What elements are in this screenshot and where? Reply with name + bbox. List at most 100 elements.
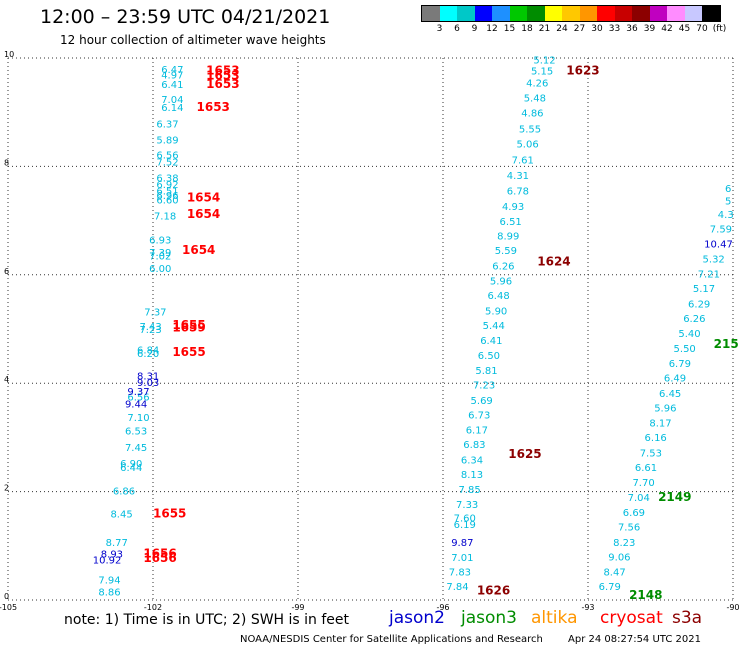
wave-height-value: 4.3 <box>718 210 734 221</box>
legend-item-jason2: jason2 <box>389 608 445 628</box>
wave-height-value: 7.37 <box>144 307 166 318</box>
scale-swatch <box>457 6 475 21</box>
wave-height-value: 6.26 <box>492 261 514 272</box>
map-subtitle: 12 hour collection of altimeter wave hei… <box>60 33 326 47</box>
wave-height-value: 6.61 <box>635 463 657 474</box>
wave-height-value: 6.83 <box>463 440 485 451</box>
wave-height-value: 6.17 <box>466 426 488 437</box>
wave-height-value: 7.43 <box>139 322 161 333</box>
wave-height-value: 5.12 <box>533 55 555 66</box>
legend-item-s3a: s3a <box>672 608 703 628</box>
scale-swatch <box>702 6 720 21</box>
scale-label: 18 <box>521 24 533 34</box>
wave-height-value: 6.38 <box>156 174 178 185</box>
y-tick-label: 4 <box>4 375 9 384</box>
wave-height-value: 6.41 <box>161 80 183 91</box>
scale-swatch <box>439 6 457 21</box>
wave-height-value: 5.06 <box>516 139 538 150</box>
scale-label: 70 <box>696 24 708 34</box>
pass-number-label: 1654 <box>187 191 220 205</box>
x-tick-label: -105 <box>0 603 17 612</box>
wave-height-value: 9.37 <box>127 387 149 398</box>
wave-height-value: 8.45 <box>110 510 132 521</box>
wave-height-value: 5.32 <box>703 254 725 265</box>
x-tick-label: -96 <box>436 603 449 612</box>
wave-height-value: 5.50 <box>674 344 696 355</box>
pass-number-label: 1655 <box>172 345 205 359</box>
wave-height-value: 6.56 <box>127 393 149 404</box>
map-title: 12:00 – 23:59 UTC 04/21/2021 <box>40 6 331 28</box>
wave-height-value: 7.18 <box>154 212 176 223</box>
wave-height-value: 7.45 <box>125 443 147 454</box>
pass-number-label: 2148 <box>629 588 662 602</box>
scale-swatch <box>649 6 667 21</box>
scale-label: 24 <box>556 24 568 34</box>
pass-number-label: 2149 <box>658 490 691 504</box>
scale-swatch <box>667 6 685 21</box>
wave-height-value: 6.78 <box>507 187 529 198</box>
x-tick-label: -102 <box>144 603 162 612</box>
pass-number-label: 1659 <box>172 321 205 335</box>
color-scale-swatches <box>421 5 721 22</box>
wave-height-value: 7.52 <box>156 157 178 168</box>
wave-height-value: 5.48 <box>524 93 546 104</box>
wave-height-value: 6.14 <box>161 103 183 114</box>
wave-height-value: 6.79 <box>599 582 621 593</box>
wave-height-value: 4.97 <box>161 71 183 82</box>
wave-height-value: 7.85 <box>458 485 480 496</box>
wave-height-value: 6.48 <box>487 291 509 302</box>
scale-swatch <box>597 6 615 21</box>
x-tick-label: -93 <box>581 603 594 612</box>
x-tick-label: -90 <box>726 603 739 612</box>
wave-height-value: 7.01 <box>451 553 473 564</box>
wave-height-value: 7.39 <box>149 248 171 259</box>
wave-height-value: 6.19 <box>454 520 476 531</box>
wave-height-value: 6.79 <box>669 359 691 370</box>
pass-number-label: 1653 <box>206 63 239 77</box>
wave-height-value: 6.45 <box>659 389 681 400</box>
scale-swatch <box>614 6 632 21</box>
y-tick-label: 0 <box>4 592 9 601</box>
wave-height-value: 5.15 <box>531 66 553 77</box>
wave-height-value: 7.02 <box>149 252 171 263</box>
wave-height-value: 6.90 <box>120 459 142 470</box>
wave-height-value: 6.69 <box>623 508 645 519</box>
scale-label: 12 <box>486 24 498 34</box>
wave-height-value: 6.29 <box>688 299 710 310</box>
wave-height-value: 4.26 <box>526 79 548 90</box>
wave-height-value: 5.96 <box>654 403 676 414</box>
scale-label: 6 <box>454 24 460 34</box>
timestamp: Apr 24 08:27:54 UTC 2021 <box>568 634 701 645</box>
scale-label: 15 <box>503 24 516 34</box>
wave-height-value: 6.56 <box>156 150 178 161</box>
wave-height-value: 4.93 <box>502 202 524 213</box>
wave-height-value: 6.16 <box>645 433 667 444</box>
wave-height-value: 6.20 <box>137 349 159 360</box>
wave-height-value: 6.41 <box>480 336 502 347</box>
scale-swatch <box>632 6 650 21</box>
wave-height-value: 8.13 <box>461 470 483 481</box>
wave-height-value: 5.59 <box>495 246 517 257</box>
wave-height-value: 5.69 <box>471 396 493 407</box>
wave-height-value: 8.93 <box>101 550 123 561</box>
scale-swatch <box>527 6 545 21</box>
wave-height-value: 7.60 <box>454 513 476 524</box>
wave-height-value: 8.23 <box>613 538 635 549</box>
pass-number-label: 1653 <box>197 100 230 114</box>
legend-item-cryosat: cryosat <box>600 608 663 628</box>
wave-height-value: 9.44 <box>125 400 147 411</box>
scale-label: 33 <box>608 24 621 34</box>
wave-height-value: 9.03 <box>137 378 159 389</box>
wave-height-value: 4.86 <box>521 109 543 120</box>
pass-number-label: 1625 <box>508 447 541 461</box>
pass-number-label: 1655 <box>172 318 205 332</box>
wave-height-value: 8.77 <box>106 538 128 549</box>
pass-number-label: 1624 <box>537 255 570 269</box>
scale-swatch <box>492 6 510 21</box>
wave-height-value: 9.87 <box>451 538 473 549</box>
wave-height-value: 7.23 <box>139 325 161 336</box>
wave-height-value: 6.50 <box>478 351 500 362</box>
scale-label: 45 <box>678 24 691 34</box>
legend-item-jason3: jason3 <box>461 608 517 628</box>
